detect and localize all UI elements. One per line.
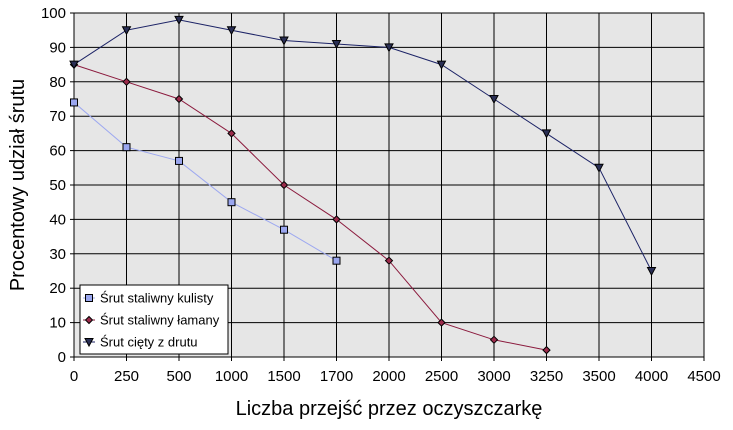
y-tick-label: 30 — [49, 246, 66, 263]
data-point — [646, 267, 657, 277]
x-tick-label: 3500 — [582, 368, 615, 385]
y-tick-label: 40 — [49, 211, 66, 228]
data-point — [384, 256, 394, 265]
x-tick-label: 1500 — [267, 368, 300, 385]
y-tick-label: 60 — [49, 143, 66, 160]
x-tick-label: 500 — [166, 368, 191, 385]
series-lines — [69, 15, 657, 355]
data-point — [175, 156, 183, 165]
legend-item: Śrut staliwny łamany — [83, 313, 220, 328]
data-point — [226, 26, 237, 36]
data-point — [541, 129, 552, 139]
legend-item: Śrut cięty z drutu — [83, 335, 198, 350]
y-tick-label: 0 — [58, 349, 66, 366]
series-line — [73, 102, 337, 262]
legend: Śrut staliwny kulisty Śrut staliwny łaman… — [79, 284, 229, 355]
data-point — [332, 256, 341, 265]
series-line — [73, 19, 652, 272]
data-point — [279, 36, 289, 46]
data-point — [122, 143, 131, 152]
x-tick-label: 4500 — [687, 368, 720, 385]
legend-label: Śrut staliwny łamany — [100, 313, 220, 328]
y-tick-label: 20 — [49, 280, 66, 297]
x-tick-label: 250 — [114, 368, 139, 385]
data-point — [121, 26, 132, 36]
legend-label: Śrut cięty z drutu — [100, 335, 198, 350]
series-1 — [70, 98, 341, 265]
legend-box — [79, 284, 229, 355]
y-tick-label: 100 — [41, 5, 66, 22]
data-point — [227, 198, 236, 207]
data-point — [279, 180, 289, 190]
legend-marker — [84, 315, 94, 325]
legend-marker — [84, 338, 94, 348]
y-tick-label: 90 — [49, 39, 66, 56]
x-tick-label: 3000 — [477, 368, 510, 385]
legend-item: Śrut staliwny kulisty — [83, 291, 214, 306]
series-2 — [69, 60, 551, 355]
legend-marker — [85, 294, 93, 302]
x-tick-label: 1700 — [320, 368, 353, 385]
data-point — [174, 15, 184, 25]
data-point — [332, 215, 341, 224]
y-tick-label: 10 — [49, 315, 66, 332]
legend-items: Śrut staliwny kulisty Śrut staliwny łaman… — [83, 291, 220, 350]
x-tick-label: 1000 — [215, 368, 248, 385]
data-point — [331, 39, 342, 50]
data-point — [174, 94, 184, 104]
y-axis-title: Procentowy udział śrutu — [7, 79, 29, 291]
x-tick-label: 0 — [70, 368, 78, 385]
x-axis-ticks: 0 250 500 1000 1500 1700 2000 2500 3000 3250 3500 4… — [70, 357, 721, 385]
y-tick-label: 70 — [49, 108, 66, 125]
y-tick-label: 50 — [49, 177, 66, 194]
x-axis-title: Liczba przejść przez oczyszczarkę — [236, 398, 543, 420]
x-tick-label: 4000 — [635, 368, 668, 385]
data-point — [227, 129, 236, 138]
legend-label: Śrut staliwny kulisty — [100, 291, 214, 306]
series-line — [73, 64, 547, 351]
data-point — [542, 345, 551, 355]
data-point — [594, 163, 604, 173]
y-axis-ticks: 0 10 20 30 40 50 60 70 80 90 100 — [41, 5, 74, 366]
data-point — [489, 335, 499, 345]
data-point — [437, 318, 446, 327]
series-3 — [69, 15, 657, 277]
data-point — [280, 225, 288, 234]
data-point — [489, 95, 499, 105]
x-tick-label: 3250 — [530, 368, 563, 385]
data-point — [69, 60, 79, 70]
data-point — [122, 77, 131, 87]
data-point — [384, 43, 394, 53]
data-point — [436, 60, 447, 70]
data-point — [70, 98, 78, 107]
y-tick-label: 80 — [49, 74, 66, 91]
x-tick-label: 2000 — [372, 368, 405, 385]
x-tick-label: 2500 — [425, 368, 458, 385]
